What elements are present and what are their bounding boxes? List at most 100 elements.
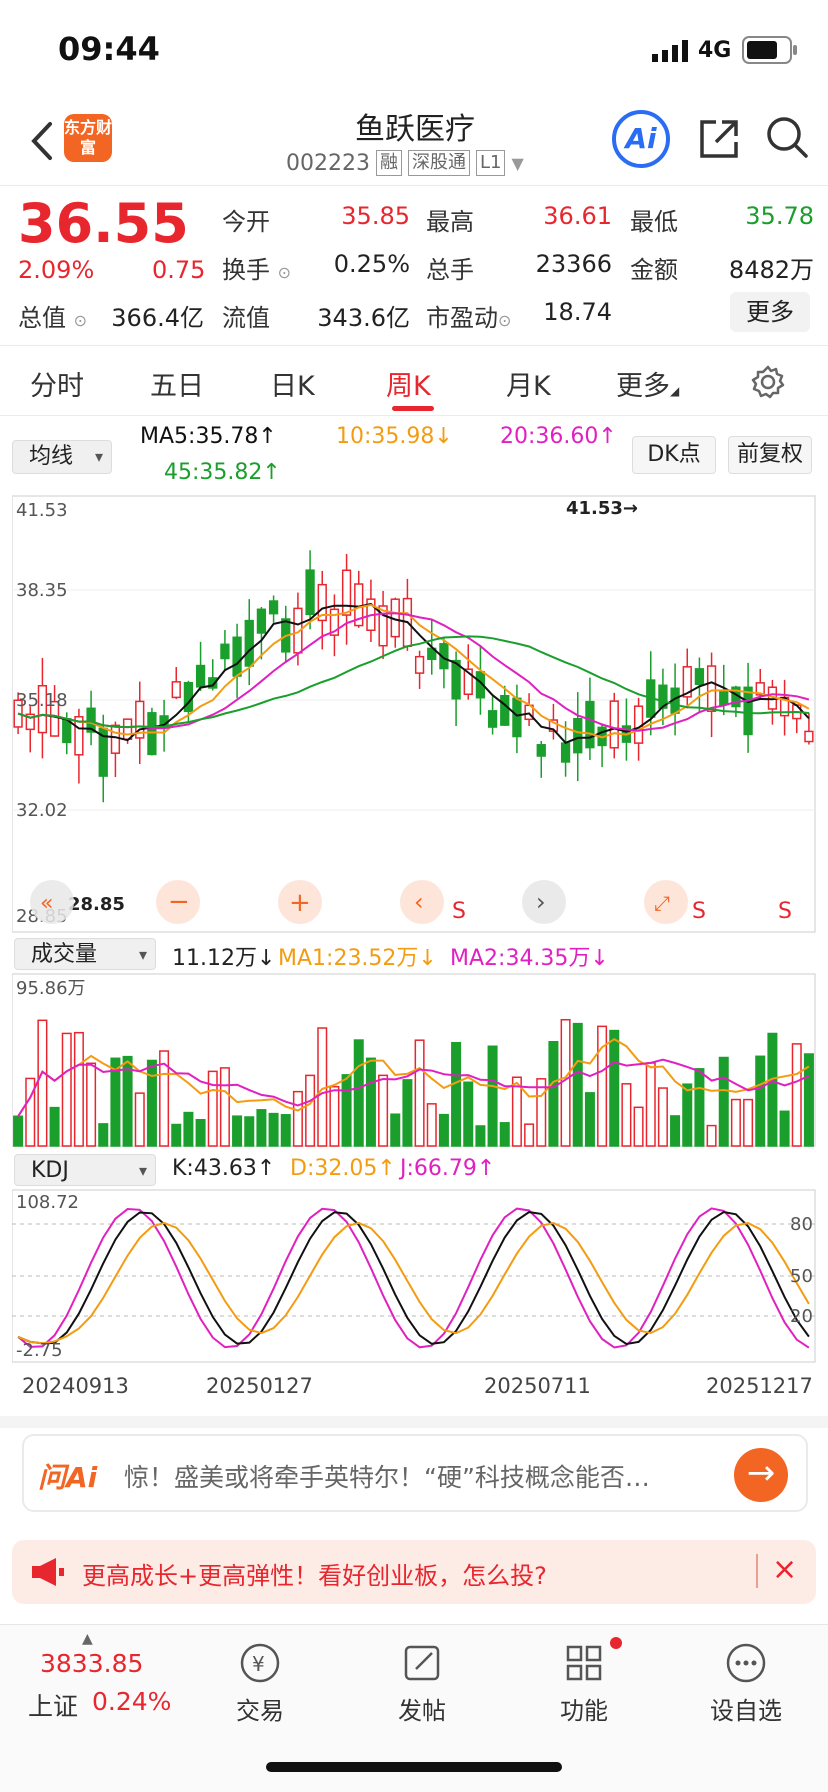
candle	[268, 595, 279, 623]
volume-bar	[134, 1092, 145, 1147]
candle	[37, 657, 48, 759]
volume-bar	[365, 1057, 376, 1147]
tab-five-day[interactable]: 五日	[150, 371, 204, 402]
fullscreen-button[interactable]	[644, 880, 688, 924]
volume-bar	[560, 1018, 571, 1147]
volume-bar	[511, 1076, 522, 1147]
y-label-2: 38.35	[16, 580, 68, 601]
candle	[609, 692, 619, 759]
volume-bar	[292, 1090, 303, 1147]
volume-bar	[475, 1125, 486, 1147]
volume-bar	[536, 1078, 547, 1147]
vol-y-top: 95.86万	[16, 978, 86, 999]
stock-name: 鱼跃医疗	[355, 112, 475, 147]
index-change[interactable]: 0.24%	[92, 1687, 172, 1716]
share-icon[interactable]	[696, 116, 742, 162]
candle	[220, 629, 230, 671]
candle	[378, 590, 388, 660]
volume-bar	[280, 1114, 291, 1147]
prev-button[interactable]	[400, 880, 444, 924]
dk-point-button[interactable]: DK点	[632, 436, 716, 474]
candle	[512, 684, 522, 754]
expand-icon: ⤢	[654, 891, 670, 915]
tab-monthly-k[interactable]: 月K	[506, 371, 551, 402]
back-icon[interactable]	[24, 118, 64, 164]
kline-chart[interactable]: 41.53 38.35 35.18 32.02 28.85 41.53→ 28.…	[12, 494, 816, 934]
minus-icon: −	[168, 887, 190, 917]
pe-value: 18.74	[543, 298, 612, 326]
tab-intraday[interactable]: 分时	[30, 371, 84, 402]
close-icon[interactable]: ×	[772, 1552, 798, 1587]
candle	[524, 693, 534, 727]
volume-bar	[584, 1092, 595, 1147]
volume-bar	[110, 1057, 121, 1147]
tab-weekly-k[interactable]: 周K	[386, 371, 431, 402]
ma10-value: 10:35.98↓	[336, 424, 453, 449]
volume-value: 11.12万↓	[172, 946, 276, 971]
index-value[interactable]: 3833.85	[40, 1649, 144, 1678]
banner-divider	[756, 1554, 758, 1588]
volume-bar	[414, 1039, 425, 1147]
volume-bar	[159, 1050, 170, 1147]
volume-bar	[657, 1087, 668, 1147]
more-dots-icon	[726, 1643, 766, 1683]
nav-trade[interactable]: ¥ 交易	[200, 1641, 320, 1726]
ma-select[interactable]: 均线	[12, 440, 112, 474]
kline-frame	[12, 495, 816, 933]
volume-select[interactable]: 成交量	[14, 938, 156, 971]
arrow-right-icon[interactable]: →	[734, 1448, 788, 1502]
dropdown-icon: ▼	[511, 153, 524, 173]
volume-bar	[779, 1110, 790, 1147]
nav-add-watchlist[interactable]: 设自选	[686, 1641, 806, 1726]
candle	[341, 553, 352, 645]
volume-chart[interactable]: 95.86万	[12, 972, 816, 1148]
next-button[interactable]	[522, 880, 566, 924]
candle	[694, 657, 705, 712]
promo-banner[interactable]: 更高成长+更高弹性！看好创业板，怎么投? ×	[12, 1540, 816, 1604]
gear-icon[interactable]	[750, 364, 786, 400]
high-value: 36.61	[543, 202, 612, 230]
candle	[25, 706, 35, 753]
date-label: 20250711	[484, 1374, 591, 1398]
nav-post[interactable]: 发帖	[362, 1641, 482, 1726]
tab-more[interactable]: 更多◢	[616, 371, 680, 402]
min-price-label: 28.85	[68, 894, 125, 915]
candle	[305, 550, 315, 630]
volume-bar	[694, 1068, 705, 1147]
volume-bar	[353, 1039, 364, 1147]
zoom-in-button[interactable]	[278, 880, 322, 924]
volume-bar	[487, 1045, 498, 1147]
volume-bar	[341, 1074, 352, 1147]
app-logo: 东方财富	[64, 114, 112, 162]
max-price-label: 41.53→	[566, 498, 638, 519]
candle	[135, 681, 145, 765]
volume-bar	[390, 1113, 401, 1147]
ask-ai-box[interactable]: 问Ai 惊！盛美或将牵手英特尔！“硬”科技概念能否… →	[22, 1434, 808, 1512]
volume-bar	[718, 1056, 729, 1147]
zoom-out-button[interactable]	[156, 880, 200, 924]
kdj-select[interactable]: KDJ	[14, 1154, 156, 1187]
volume-bar	[438, 1113, 449, 1147]
low-label: 最低	[630, 208, 678, 236]
search-icon[interactable]	[764, 114, 810, 162]
adjust-button[interactable]: 前复权	[728, 436, 812, 474]
scroll-start-button[interactable]	[30, 880, 74, 924]
more-button[interactable]: 更多	[730, 292, 810, 332]
candle	[755, 668, 765, 700]
stock-code-row[interactable]: 002223 融 深股通 L1 ▼	[286, 150, 524, 176]
low-value: 35.78	[745, 202, 814, 230]
candle	[390, 597, 400, 648]
kdj-y-top: 108.72	[16, 1192, 79, 1213]
kdj-chart[interactable]: 108.72 -2.75 80 50 20	[12, 1188, 816, 1364]
nav-function[interactable]: 功能	[524, 1641, 644, 1726]
quote-panel: 36.55 2.09% 0.75 今开 35.85 最高 36.61 最低 35…	[0, 186, 828, 346]
float-cap-label: 流值	[222, 304, 270, 332]
current-price: 36.55	[18, 192, 189, 255]
index-name[interactable]: 上证	[28, 1692, 79, 1721]
sell-marker: S	[692, 899, 706, 924]
volume-bar	[730, 1098, 741, 1147]
notification-dot	[610, 1637, 622, 1649]
ai-button[interactable]: Ai	[612, 110, 670, 168]
candle	[682, 648, 692, 709]
tab-daily-k[interactable]: 日K	[270, 371, 315, 402]
